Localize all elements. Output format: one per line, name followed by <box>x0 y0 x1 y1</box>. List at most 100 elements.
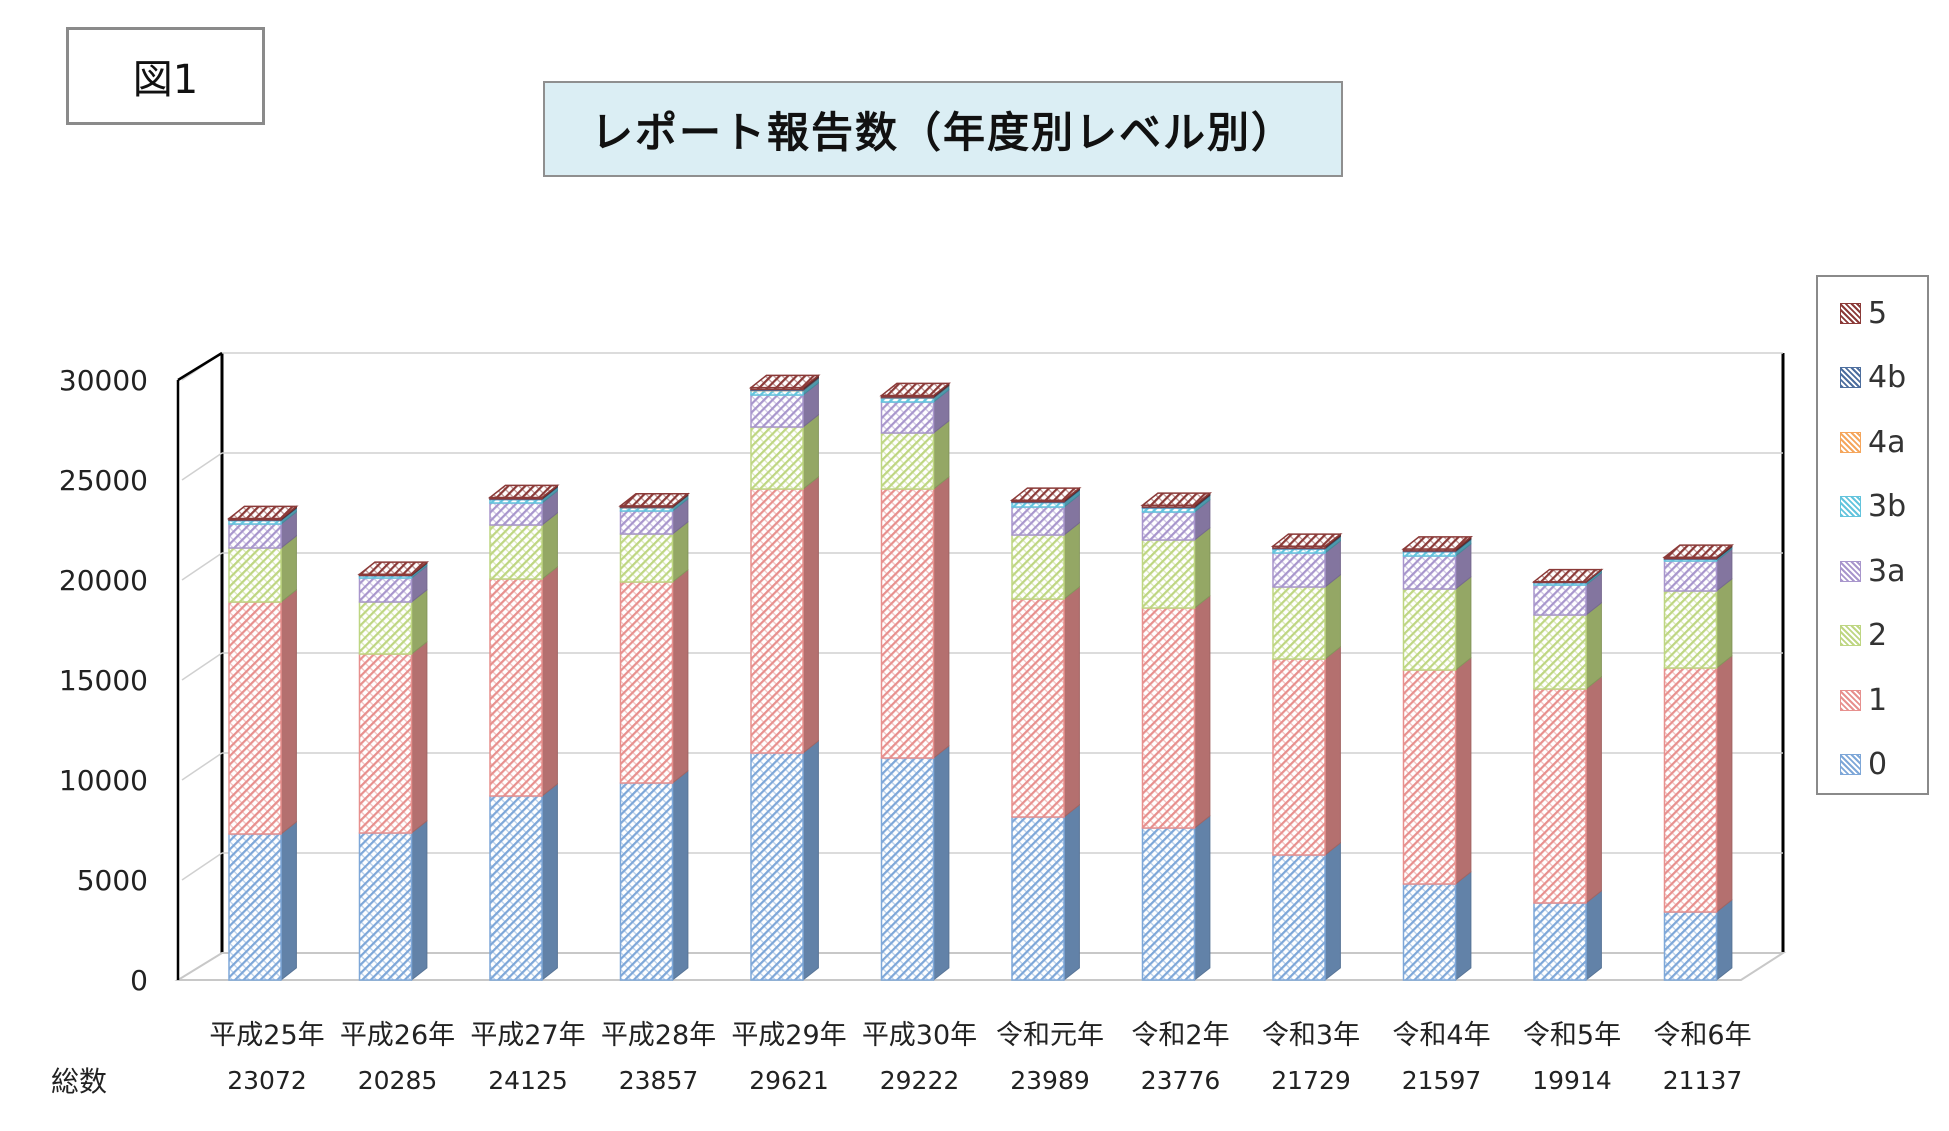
bar-top-face <box>618 492 691 507</box>
bar-segment <box>358 653 413 834</box>
total-value-label: 21597 <box>1402 1066 1482 1095</box>
bar-segment <box>1402 669 1457 885</box>
bar-segment <box>1011 816 1065 981</box>
bar-segment-side <box>1716 577 1733 670</box>
total-value-label: 23989 <box>1010 1066 1090 1095</box>
legend-label: 0 <box>1868 747 1888 782</box>
bar-segment <box>1533 688 1587 904</box>
legend-item: 2 <box>1840 616 1887 656</box>
bar-segment <box>228 601 282 835</box>
legend-swatch <box>1840 431 1861 453</box>
bar-segment <box>1272 552 1326 588</box>
bar-top-face <box>487 484 560 499</box>
bar-segment <box>880 401 935 434</box>
legend-item: 4a <box>1840 422 1905 462</box>
legend-item: 5 <box>1840 293 1887 333</box>
chart-title-text: レポート報告数（年度別レベル別） <box>590 107 1295 157</box>
bar-segment <box>1011 506 1065 536</box>
total-value-label: 20285 <box>358 1066 438 1095</box>
legend-label: 4a <box>1868 424 1906 460</box>
bar-segment <box>1533 902 1587 981</box>
gridline-side <box>181 652 223 681</box>
x-category-label: 令和2年 <box>1131 1020 1229 1051</box>
legend-swatch <box>1840 367 1861 388</box>
bar-segment <box>358 577 413 603</box>
bar-segment-side <box>280 588 297 836</box>
bar-segment <box>1272 586 1326 660</box>
x-category-label: 平成27年 <box>470 1020 585 1051</box>
legend-item: 0 <box>1840 745 1887 785</box>
legend-label: 1 <box>1868 682 1888 718</box>
chart-title: レポート報告数（年度別レベル別） <box>543 81 1343 177</box>
bar-segment-side <box>1585 675 1602 905</box>
x-category-label: 平成28年 <box>601 1020 716 1051</box>
bar-segment <box>1272 548 1326 554</box>
bar-top-face <box>226 505 299 520</box>
bar-top-face <box>357 561 430 576</box>
bar-segment-side <box>672 568 689 785</box>
y-tick-label: 25000 <box>59 464 148 497</box>
bar-segment <box>1141 511 1196 541</box>
bar-segment <box>1402 588 1457 671</box>
bar-segment-side <box>1455 870 1472 982</box>
bar-segment <box>358 832 413 981</box>
bar-segment <box>1402 555 1457 590</box>
total-value-label: 24125 <box>488 1066 568 1095</box>
total-value-label: 29222 <box>880 1066 960 1095</box>
bar-top-face <box>1270 533 1343 547</box>
bar-segment <box>1141 539 1196 609</box>
bar-segment-side <box>1194 814 1211 982</box>
legend-swatch <box>1840 560 1861 582</box>
totals-row-label: 総数 <box>51 1065 108 1098</box>
y-tick-label: 0 <box>130 964 148 997</box>
bar-segment-side <box>1716 654 1733 914</box>
x-category-label: 令和4年 <box>1392 1020 1490 1051</box>
bar-top-face <box>1531 568 1604 583</box>
bar-segment <box>880 432 935 490</box>
bar-segment-side <box>1063 803 1080 982</box>
x-category-label: 令和元年 <box>996 1020 1104 1051</box>
legend-item: 3b <box>1840 487 1906 527</box>
bar-segment <box>1533 614 1587 690</box>
bar-segment-side <box>1063 585 1080 819</box>
y-tick-label: 15000 <box>59 664 148 697</box>
legend-label: 3a <box>1868 553 1906 589</box>
total-value-label: 29621 <box>749 1066 829 1095</box>
bar-segment <box>228 833 282 981</box>
bar-segment <box>228 547 282 603</box>
legend-item: 4b <box>1840 358 1906 398</box>
bar-segment <box>1663 560 1718 592</box>
bar-segment <box>358 601 413 655</box>
bar-top-face <box>1009 487 1082 501</box>
gridline-side <box>181 452 223 481</box>
bar-segment <box>1663 667 1718 913</box>
bar-segment <box>619 533 674 583</box>
total-value-label: 23776 <box>1141 1066 1221 1095</box>
bar-segment <box>1272 854 1326 981</box>
bar-segment <box>1011 598 1065 818</box>
gridline-side <box>181 852 223 881</box>
bar-segment <box>750 426 804 490</box>
bar-segment <box>489 578 543 797</box>
bar-segment-side <box>1455 575 1472 672</box>
x-category-label: 平成25年 <box>209 1020 324 1051</box>
x-category-label: 平成26年 <box>340 1020 455 1051</box>
bar-segment <box>619 510 674 535</box>
legend-swatch <box>1840 496 1861 517</box>
bar-segment <box>1663 590 1718 669</box>
legend-label: 3b <box>1868 489 1907 524</box>
bar-segment-side <box>541 565 558 798</box>
bar-segment <box>1141 607 1196 829</box>
y-tick-label: 30000 <box>59 364 148 397</box>
bar-segment-side <box>541 782 558 982</box>
x-category-label: 令和3年 <box>1262 1020 1360 1051</box>
bar-segment-side <box>933 744 950 982</box>
bar-segment <box>1011 534 1065 600</box>
x-category-label: 平成29年 <box>731 1020 846 1051</box>
legend-swatch <box>1840 754 1861 775</box>
chart-floor <box>174 952 1787 981</box>
bar-segment-side <box>1194 526 1211 610</box>
bar-segment <box>489 502 543 526</box>
bar-segment <box>750 752 804 981</box>
bar-segment-side <box>411 640 428 835</box>
